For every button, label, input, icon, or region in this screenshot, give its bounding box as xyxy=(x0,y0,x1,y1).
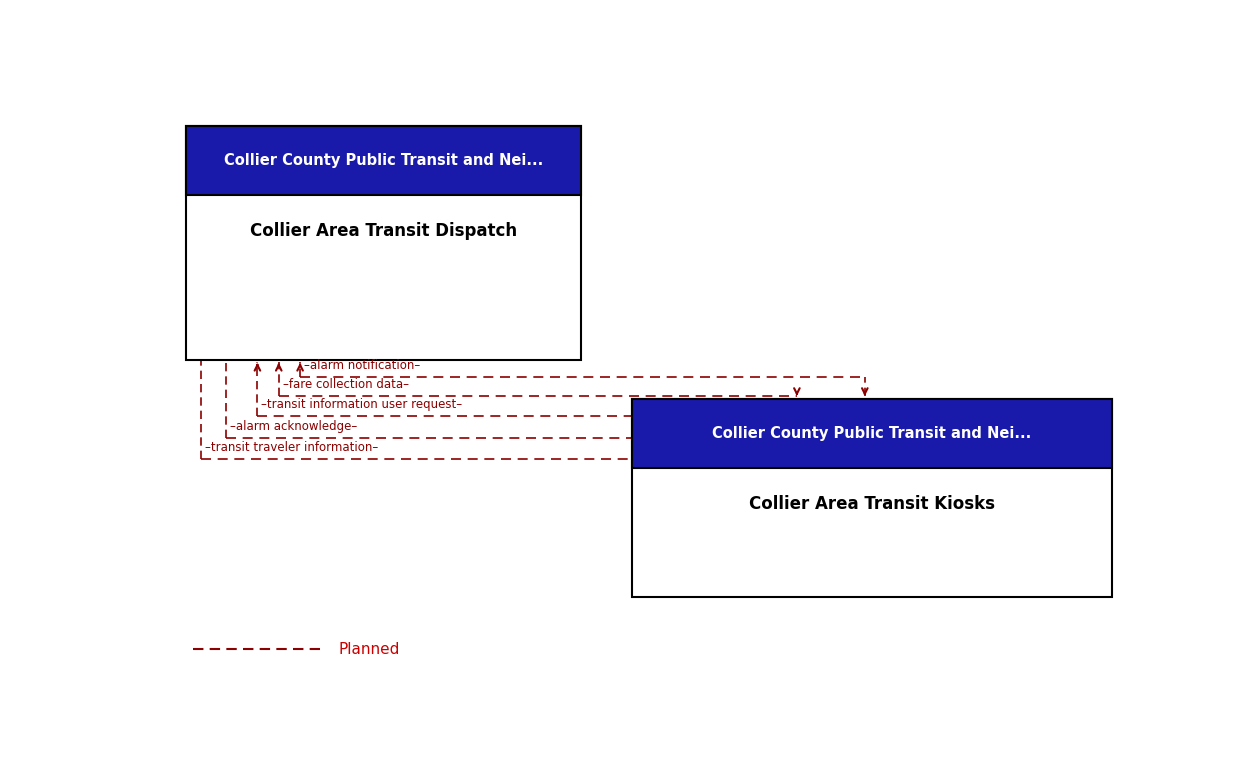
Bar xyxy=(185,126,581,195)
Bar xyxy=(185,126,581,195)
Text: –transit information user request–: –transit information user request– xyxy=(262,398,462,412)
Text: Collier County Public Transit and Nei...: Collier County Public Transit and Nei... xyxy=(712,426,1032,441)
Text: Collier County Public Transit and Nei...: Collier County Public Transit and Nei... xyxy=(224,153,543,168)
Bar xyxy=(632,399,1112,468)
Text: Collier Area Transit Kiosks: Collier Area Transit Kiosks xyxy=(749,495,995,513)
Text: Collier Area Transit Dispatch: Collier Area Transit Dispatch xyxy=(250,223,517,240)
Text: –alarm acknowledge–: –alarm acknowledge– xyxy=(230,420,358,433)
Bar xyxy=(632,399,1112,597)
Text: –alarm notification–: –alarm notification– xyxy=(304,359,421,372)
Text: –fare collection data–: –fare collection data– xyxy=(283,378,408,391)
Text: Planned: Planned xyxy=(339,642,401,657)
Bar xyxy=(185,126,581,360)
Bar xyxy=(632,399,1112,468)
Text: –transit traveler information–: –transit traveler information– xyxy=(205,441,378,454)
